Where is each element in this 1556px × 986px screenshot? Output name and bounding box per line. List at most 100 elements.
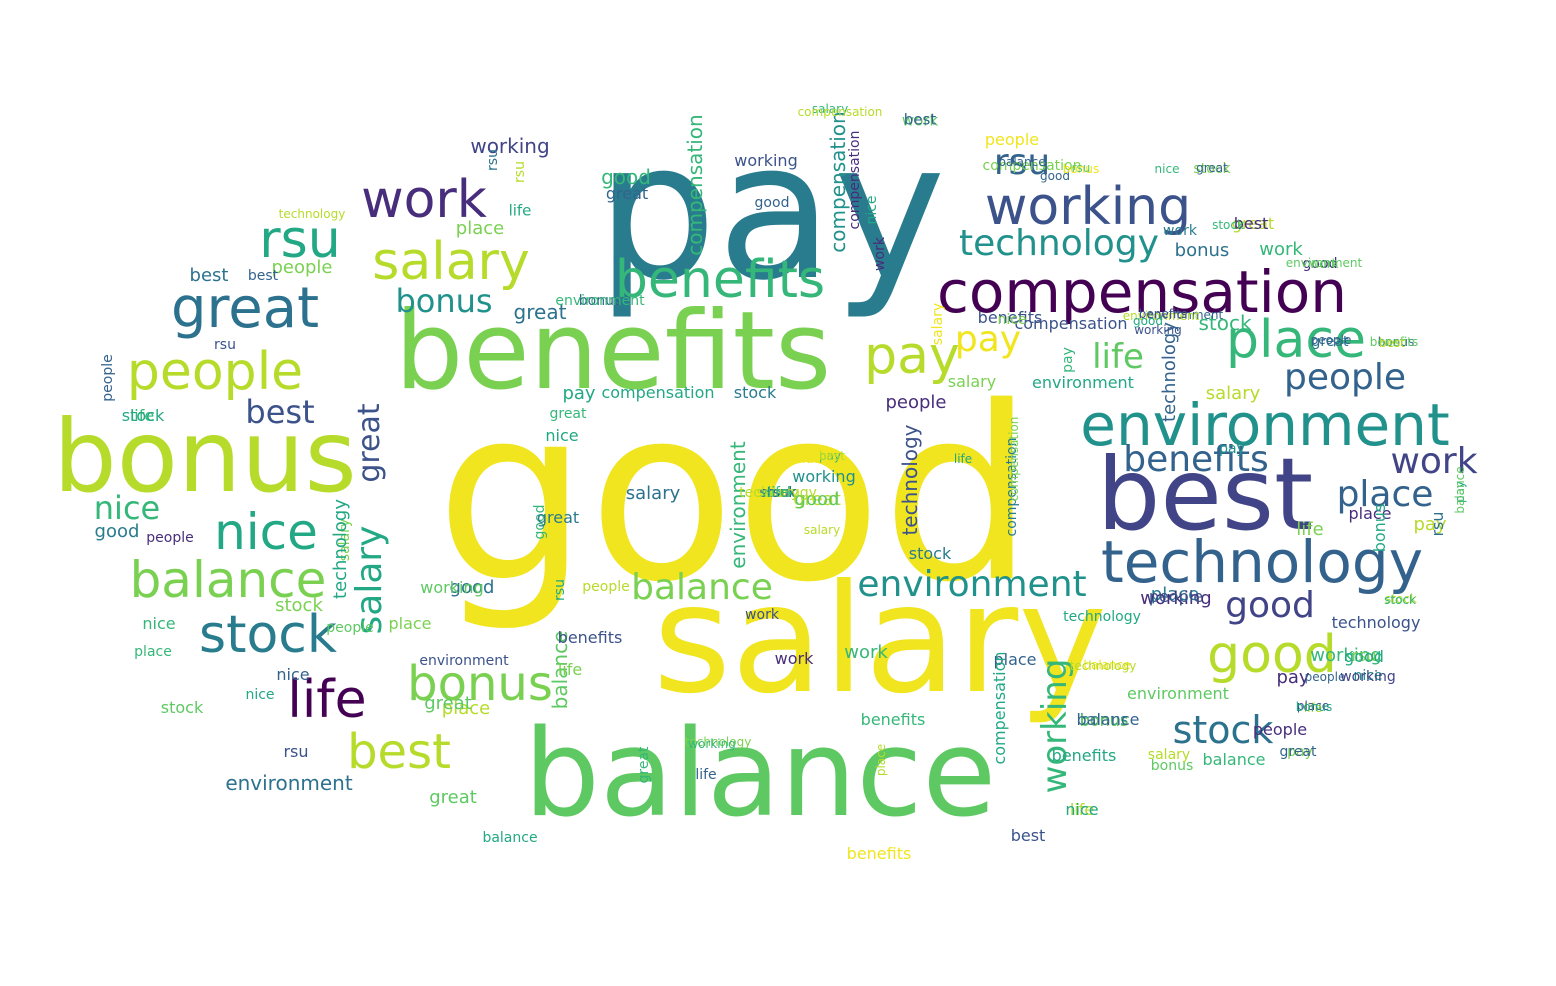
word-people: people — [100, 354, 116, 402]
word-nice: nice — [245, 687, 275, 703]
word-good: good — [1225, 585, 1315, 626]
word-compensation: compensation — [683, 114, 707, 256]
word-best: best — [347, 724, 451, 780]
word-balance: balance — [1076, 710, 1140, 729]
word-nice: nice — [93, 489, 161, 527]
word-technology: technology — [1159, 322, 1180, 422]
word-work: work — [1390, 441, 1478, 482]
word-stock: stock — [121, 406, 165, 425]
word-balance: balance — [523, 705, 997, 844]
word-benefits: benefits — [614, 250, 826, 310]
word-great: great — [170, 276, 320, 341]
word-bonus: bonus — [395, 282, 493, 320]
word-nice: nice — [1154, 162, 1180, 176]
word-great: great — [549, 406, 587, 422]
word-salary: salary — [811, 102, 849, 116]
word-balance: balance — [1453, 466, 1467, 514]
word-compensation: compensation — [847, 130, 863, 230]
word-life: life — [953, 452, 973, 466]
word-rsu: rsu — [1351, 646, 1377, 665]
word-life: life — [1092, 337, 1144, 377]
word-work: work — [1309, 257, 1339, 271]
word-work: work — [745, 607, 779, 623]
word-work: work — [844, 642, 888, 663]
word-salary: salary — [1205, 383, 1261, 404]
word-working: working — [470, 134, 550, 158]
word-good: good — [435, 355, 1035, 635]
word-stock: stock — [733, 383, 777, 402]
word-pay: pay — [864, 326, 960, 386]
word-technology: technology — [1063, 609, 1141, 625]
word-nice: nice — [997, 312, 1027, 328]
word-stock: stock — [1172, 708, 1274, 752]
word-life: life — [1303, 701, 1323, 715]
word-place: place — [441, 698, 491, 719]
word-environment: environment — [555, 293, 645, 309]
word-nice: nice — [142, 614, 176, 633]
word-compensation: compensation — [601, 383, 715, 402]
word-benefits: benefits — [557, 628, 623, 647]
word-technology: technology — [330, 499, 351, 599]
word-environment: environment — [1285, 256, 1363, 270]
word-environment: environment — [1127, 684, 1229, 703]
word-environment: environment — [419, 653, 509, 669]
word-work: work — [774, 649, 814, 668]
word-place: place — [134, 644, 172, 660]
word-rsu: rsu — [1428, 511, 1447, 537]
word-compensation: compensation — [1007, 416, 1021, 502]
word-stock: stock — [1385, 592, 1417, 606]
word-great: great — [536, 508, 580, 527]
word-rsu: rsu — [485, 149, 501, 171]
word-benefits: benefits — [1051, 746, 1117, 765]
word-working: working — [1310, 645, 1382, 666]
word-bonus: bonus — [53, 398, 357, 515]
word-stock: stock — [160, 698, 204, 717]
word-work: work — [361, 170, 487, 230]
word-pay: pay — [1287, 744, 1313, 760]
word-best: best — [1379, 336, 1405, 350]
word-salary: salary — [652, 553, 1108, 727]
word-benefits: benefits — [1138, 307, 1188, 321]
word-environment: environment — [1146, 308, 1224, 322]
word-pay: pay — [1219, 441, 1245, 457]
word-nice: nice — [1065, 800, 1099, 819]
word-technology: technology — [1331, 613, 1421, 632]
word-good: good — [1302, 256, 1338, 272]
word-compensation: compensation — [1014, 314, 1128, 333]
word-people: people — [146, 530, 194, 546]
word-life: life — [557, 660, 583, 679]
word-stock: stock — [759, 485, 797, 501]
word-good: good — [754, 195, 790, 211]
word-rsu: rsu — [283, 742, 309, 761]
word-people: people — [326, 620, 374, 636]
word-technology: technology — [684, 735, 752, 749]
word-technology: technology — [898, 424, 922, 536]
word-stock: stock — [1212, 218, 1244, 232]
word-balance: balance — [1202, 750, 1266, 769]
word-bonus: bonus — [1370, 503, 1389, 553]
word-balance: balance — [784, 451, 840, 467]
word-people: people — [126, 342, 304, 402]
word-bonus: bonus — [1377, 335, 1415, 349]
word-work: work — [901, 111, 939, 130]
word-compensation: compensation — [937, 258, 1347, 326]
word-life: life — [767, 485, 789, 501]
word-place: place — [993, 650, 1037, 669]
word-great: great — [1279, 744, 1317, 760]
word-environment: environment — [1080, 391, 1450, 459]
word-benefits: benefits — [394, 289, 832, 414]
word-best: best — [1233, 214, 1269, 233]
word-benefits: benefits — [860, 710, 926, 729]
word-people: people — [1283, 357, 1407, 398]
word-rsu: rsu — [214, 337, 236, 353]
word-working: working — [792, 467, 856, 486]
word-good: good — [1040, 169, 1070, 183]
word-technology: technology — [959, 223, 1159, 264]
word-working: working — [1140, 588, 1212, 609]
word-pay: pay — [954, 319, 1022, 360]
word-great: great — [352, 403, 387, 483]
word-work: work — [1163, 223, 1197, 239]
word-life: life — [695, 767, 717, 783]
word-benefits: benefits — [846, 844, 912, 863]
